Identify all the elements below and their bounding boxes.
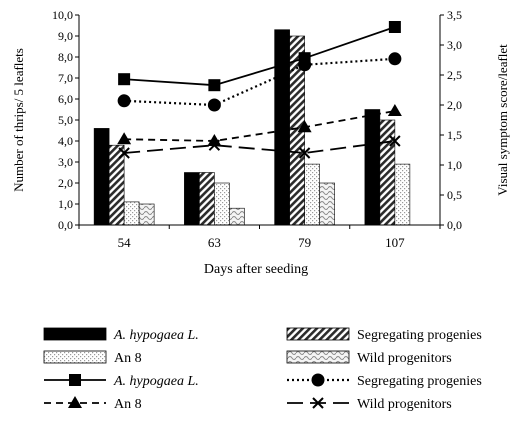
y-right-tick-label: 1,0 xyxy=(447,158,462,172)
y-right-tick-label: 0,5 xyxy=(447,188,462,202)
legend-bar-swatch xyxy=(43,327,107,341)
bar-4-54 xyxy=(138,203,155,226)
line-point-3-79 xyxy=(297,120,312,133)
legend-bar-swatch xyxy=(43,350,107,364)
y-axis-right-label: Visual symptom score/leaflet xyxy=(495,44,510,196)
line-point-4-79 xyxy=(298,147,311,159)
line-series-2 xyxy=(124,57,395,107)
bar-1-107 xyxy=(364,109,381,226)
bar-1-54 xyxy=(93,128,110,226)
line-point-3-54 xyxy=(117,132,132,145)
line-point-2-54 xyxy=(117,94,131,108)
y-right-tick-label: 2,0 xyxy=(447,98,462,112)
y-left-tick-label: 1,0 xyxy=(58,197,73,211)
bar-2-107 xyxy=(379,119,396,226)
line-point-2-107 xyxy=(388,52,402,66)
legend-label: Segregating progenies xyxy=(357,328,482,343)
y-left-tick-label: 8,0 xyxy=(58,50,73,64)
x-tick-label: 107 xyxy=(385,235,405,250)
y-left-tick-label: 3,0 xyxy=(58,155,73,169)
y-right-tick-label: 1,5 xyxy=(447,128,462,142)
line-series-4 xyxy=(124,140,395,154)
bar-3-107 xyxy=(394,163,411,226)
line-point-4-107 xyxy=(389,135,401,147)
legend-label: Wild progenitors xyxy=(357,351,452,366)
line-point-1-79 xyxy=(298,52,311,65)
line-point-4-63 xyxy=(208,139,221,151)
x-tick-label: 54 xyxy=(118,235,132,250)
line-point-3-107 xyxy=(387,104,402,116)
line-series-1 xyxy=(124,26,396,87)
line-point-4-54 xyxy=(118,147,130,159)
y-left-tick-label: 6,0 xyxy=(58,92,73,106)
x-tick-label: 63 xyxy=(208,235,221,250)
y-right-tick-label: 3,5 xyxy=(447,8,462,22)
legend-bar-swatch xyxy=(286,327,350,341)
line-point-2-79 xyxy=(298,58,312,72)
line-point-1-54 xyxy=(118,73,131,86)
x-axis-label: Days after seeding xyxy=(204,262,308,277)
y-right-tick-label: 0,0 xyxy=(447,218,462,232)
x-tick-label: 79 xyxy=(298,235,311,250)
legend-marker xyxy=(68,396,82,408)
bar-1-63 xyxy=(184,172,200,226)
line-point-2-63 xyxy=(207,98,221,112)
y-left-tick-label: 9,0 xyxy=(58,29,73,43)
bar-1-79 xyxy=(274,29,290,226)
legend-marker xyxy=(311,373,325,387)
bar-2-54 xyxy=(108,144,125,226)
y-left-tick-label: 4,0 xyxy=(58,134,73,148)
y-left-tick-label: 0,0 xyxy=(58,218,73,232)
line-point-1-63 xyxy=(208,79,221,92)
legend-marker xyxy=(69,374,81,386)
y-left-tick-label: 7,0 xyxy=(58,71,73,85)
legend-label: An 8 xyxy=(114,351,142,366)
legend-label: Wild progenitors xyxy=(357,397,452,412)
line-series-3 xyxy=(124,110,396,142)
bar-2-63 xyxy=(199,172,215,226)
y-left-tick-label: 5,0 xyxy=(58,113,73,127)
y-right-tick-label: 2,5 xyxy=(447,68,462,82)
y-axis-left-label: Number of thrips/ 5 leaflets xyxy=(11,48,26,192)
bar-3-79 xyxy=(304,163,320,226)
legend-bar-swatch xyxy=(286,350,350,364)
bar-4-79 xyxy=(319,182,335,226)
bar-4-63 xyxy=(229,207,245,226)
y-left-tick-label: 10,0 xyxy=(52,8,73,22)
legend-label: A. hypogaea L. xyxy=(113,374,199,389)
line-point-1-107 xyxy=(388,21,401,33)
y-right-tick-label: 3,0 xyxy=(447,38,462,52)
legend-label: Segregating progenies xyxy=(357,374,482,389)
bar-3-54 xyxy=(123,201,140,226)
y-left-tick-label: 2,0 xyxy=(58,176,73,190)
bar-3-63 xyxy=(214,182,230,226)
legend-label: An 8 xyxy=(114,397,142,412)
legend-label: A. hypogaea L. xyxy=(113,328,199,343)
legend-marker xyxy=(312,397,324,409)
